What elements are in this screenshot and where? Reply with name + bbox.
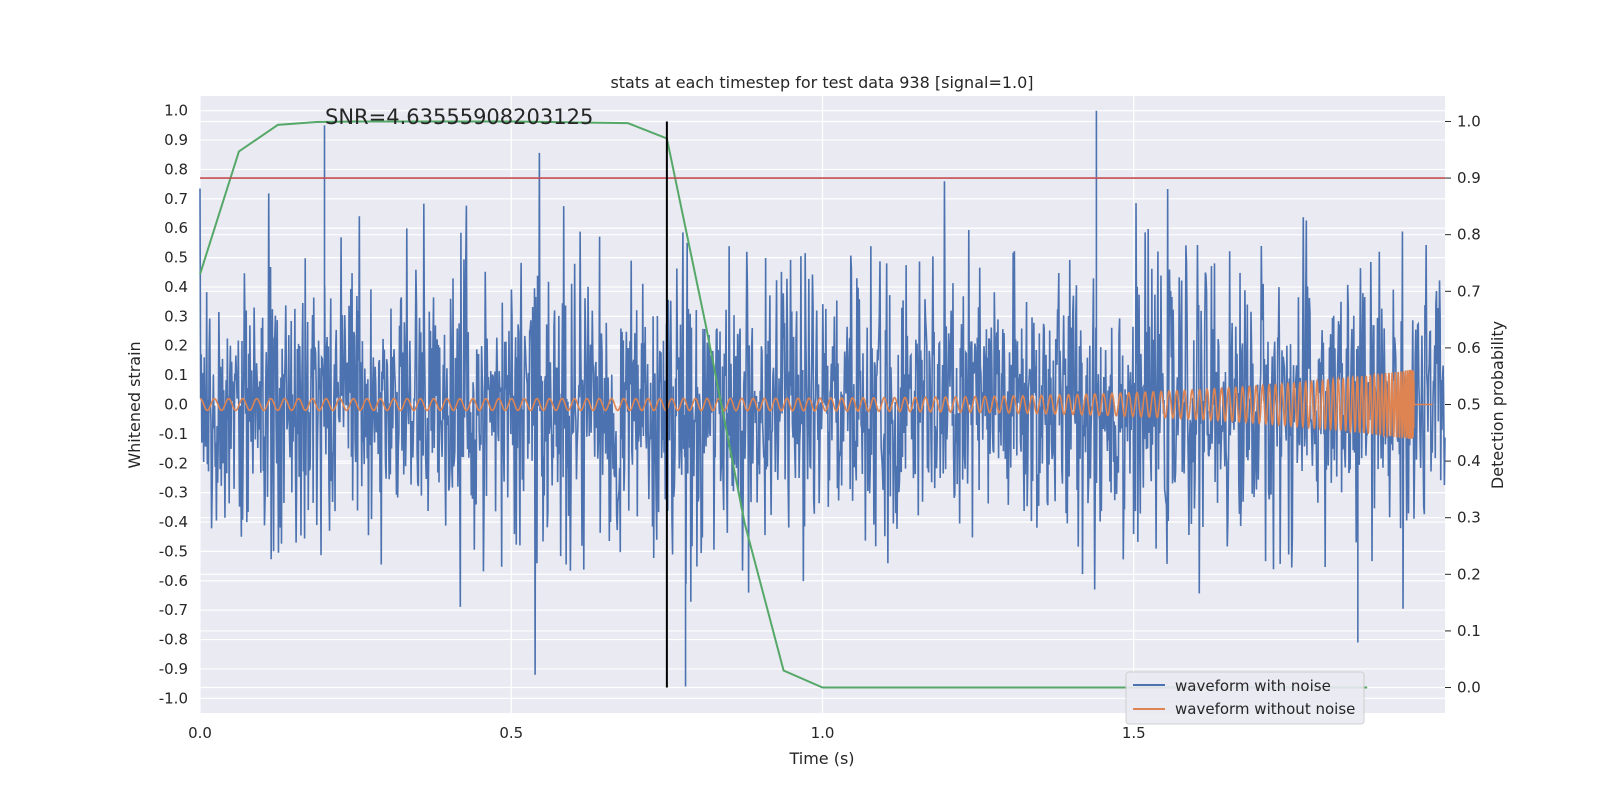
y2-tick-label: 0.9 bbox=[1457, 169, 1481, 187]
y-tick-label: -0.2 bbox=[159, 454, 188, 472]
legend-label-noise: waveform with noise bbox=[1175, 677, 1331, 695]
y-tick-label: 0.5 bbox=[164, 249, 188, 267]
y-tick-label: -0.6 bbox=[159, 572, 188, 590]
y2-axis-label: Detection probability bbox=[1488, 321, 1507, 489]
y-axis-label: Whitened strain bbox=[125, 341, 144, 468]
series-waveform-without-noise bbox=[199, 369, 1433, 439]
y-tick-label: -0.4 bbox=[159, 513, 188, 531]
legend: waveform with noise waveform without noi… bbox=[1125, 671, 1365, 725]
y-tick-label: 0.9 bbox=[164, 131, 188, 149]
x-tick-label: 0.0 bbox=[188, 724, 212, 742]
y-tick-label: -0.5 bbox=[159, 542, 188, 560]
y2-tick-label: 0.1 bbox=[1457, 622, 1481, 640]
x-axis-label: Time (s) bbox=[788, 749, 854, 768]
y-tick-label: -0.9 bbox=[159, 660, 188, 678]
chart-title: stats at each timestep for test data 938… bbox=[610, 73, 1033, 92]
y-tick-label: -0.1 bbox=[159, 425, 188, 443]
legend-label-clean: waveform without noise bbox=[1175, 700, 1355, 718]
y2-tick-label: 0.6 bbox=[1457, 339, 1481, 357]
legend-box bbox=[1125, 671, 1365, 725]
y2-tick-label: 0.8 bbox=[1457, 226, 1481, 244]
y-tick-label: 0.2 bbox=[164, 337, 188, 355]
y-tick-label: -0.8 bbox=[159, 631, 188, 649]
y2-tick-label: 0.5 bbox=[1457, 396, 1481, 414]
y-tick-label: 0.6 bbox=[164, 219, 188, 237]
series-layer bbox=[199, 110, 1446, 689]
y-tick-label: 0.0 bbox=[164, 396, 188, 414]
y-tick-label: -1.0 bbox=[159, 689, 188, 707]
x-tick-label: 1.0 bbox=[811, 724, 835, 742]
y-tick-label: -0.7 bbox=[159, 601, 188, 619]
y2-tick-label: 0.7 bbox=[1457, 282, 1481, 300]
y2-tick-label: 1.0 bbox=[1457, 112, 1481, 130]
snr-annotation: SNR=4.63555908203125 bbox=[325, 105, 593, 129]
y2-tick-label: 0.2 bbox=[1457, 565, 1481, 583]
x-tick-label: 1.5 bbox=[1122, 724, 1146, 742]
y2-tick-label: 0.3 bbox=[1457, 509, 1481, 527]
y-tick-label: 0.3 bbox=[164, 307, 188, 325]
axes: 0.0 0.5 1.0 1.5 -1.0 -0.9 -0.8 -0.7 -0.6 -0.5 -0.4… bbox=[159, 102, 1481, 742]
y-tick-label: -0.3 bbox=[159, 484, 188, 502]
y-tick-label: 0.1 bbox=[164, 366, 188, 384]
x-tick-label: 0.5 bbox=[499, 724, 523, 742]
y-tick-label: 0.4 bbox=[164, 278, 188, 296]
y-tick-label: 0.7 bbox=[164, 190, 188, 208]
y2-tick-label: 0.4 bbox=[1457, 452, 1481, 470]
series-waveform-with-noise bbox=[199, 110, 1446, 687]
y-tick-label: 0.8 bbox=[164, 160, 188, 178]
y-tick-label: 1.0 bbox=[164, 102, 188, 120]
y2-tick-label: 0.0 bbox=[1457, 679, 1481, 697]
